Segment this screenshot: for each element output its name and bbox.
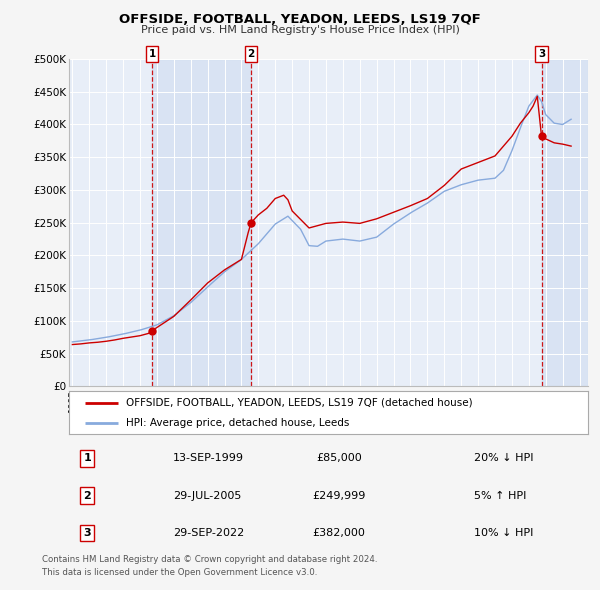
Text: 2: 2 bbox=[83, 491, 91, 500]
Bar bbox=[542, 59, 588, 386]
Text: 1: 1 bbox=[148, 49, 155, 59]
Text: 2: 2 bbox=[247, 49, 254, 59]
Text: 3: 3 bbox=[83, 528, 91, 537]
Text: 20% ↓ HPI: 20% ↓ HPI bbox=[474, 454, 533, 463]
Text: £382,000: £382,000 bbox=[313, 528, 365, 537]
Text: 5% ↑ HPI: 5% ↑ HPI bbox=[474, 491, 526, 500]
Text: 29-SEP-2022: 29-SEP-2022 bbox=[173, 528, 244, 537]
Text: OFFSIDE, FOOTBALL, YEADON, LEEDS, LS19 7QF: OFFSIDE, FOOTBALL, YEADON, LEEDS, LS19 7… bbox=[119, 13, 481, 26]
Text: £249,999: £249,999 bbox=[312, 491, 365, 500]
Text: Price paid vs. HM Land Registry's House Price Index (HPI): Price paid vs. HM Land Registry's House … bbox=[140, 25, 460, 35]
Text: This data is licensed under the Open Government Licence v3.0.: This data is licensed under the Open Gov… bbox=[42, 568, 317, 576]
Text: 29-JUL-2005: 29-JUL-2005 bbox=[173, 491, 241, 500]
Bar bbox=[152, 59, 251, 386]
Text: 10% ↓ HPI: 10% ↓ HPI bbox=[474, 528, 533, 537]
Text: £85,000: £85,000 bbox=[316, 454, 362, 463]
Text: OFFSIDE, FOOTBALL, YEADON, LEEDS, LS19 7QF (detached house): OFFSIDE, FOOTBALL, YEADON, LEEDS, LS19 7… bbox=[126, 398, 473, 408]
Text: Contains HM Land Registry data © Crown copyright and database right 2024.: Contains HM Land Registry data © Crown c… bbox=[42, 555, 377, 563]
Text: 13-SEP-1999: 13-SEP-1999 bbox=[173, 454, 244, 463]
Text: 3: 3 bbox=[538, 49, 545, 59]
Text: HPI: Average price, detached house, Leeds: HPI: Average price, detached house, Leed… bbox=[126, 418, 349, 428]
Text: 1: 1 bbox=[83, 454, 91, 463]
